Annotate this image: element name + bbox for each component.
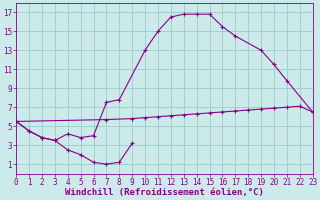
- X-axis label: Windchill (Refroidissement éolien,°C): Windchill (Refroidissement éolien,°C): [65, 188, 264, 197]
